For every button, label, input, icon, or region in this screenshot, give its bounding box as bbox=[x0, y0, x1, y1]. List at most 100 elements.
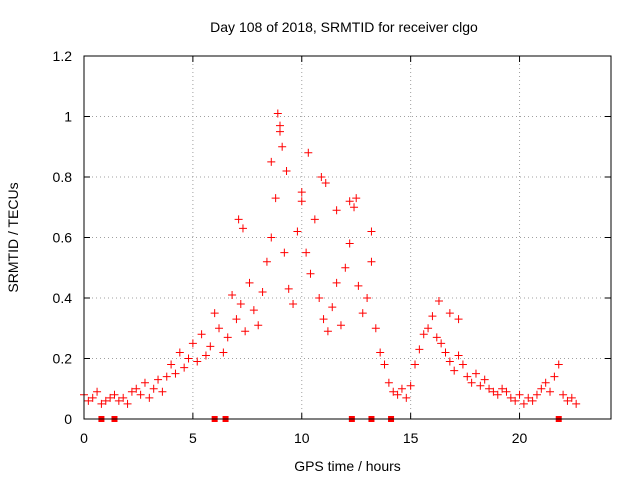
data-point bbox=[110, 390, 119, 399]
data-point bbox=[572, 399, 581, 408]
data-point bbox=[97, 399, 106, 408]
data-point bbox=[476, 381, 485, 390]
data-point bbox=[345, 239, 354, 248]
data-point bbox=[297, 188, 306, 197]
data-point bbox=[519, 399, 528, 408]
data-point bbox=[432, 333, 441, 342]
data-point bbox=[106, 393, 115, 402]
y-tick-label: 0.2 bbox=[53, 351, 73, 367]
data-point bbox=[321, 179, 330, 188]
x-tick-label: 5 bbox=[189, 430, 197, 446]
data-point bbox=[367, 227, 376, 236]
axis-ticks: 0 5 10 15 20 0 0.2 0.4 0.6 0.8 1 1.2 bbox=[53, 48, 611, 446]
data-point bbox=[567, 393, 576, 402]
data-point bbox=[310, 215, 319, 224]
data-point bbox=[319, 315, 328, 324]
data-point bbox=[511, 396, 520, 405]
data-point bbox=[415, 345, 424, 354]
x-axis-label: GPS time / hours bbox=[294, 458, 401, 474]
data-point bbox=[175, 348, 184, 357]
data-point bbox=[84, 396, 93, 405]
data-point bbox=[528, 396, 537, 405]
data-point bbox=[127, 387, 136, 396]
data-point bbox=[367, 257, 376, 266]
data-point bbox=[332, 278, 341, 287]
data-point bbox=[428, 312, 437, 321]
data-point bbox=[445, 309, 454, 318]
data-point bbox=[454, 351, 463, 360]
data-point bbox=[114, 396, 123, 405]
data-point bbox=[93, 387, 102, 396]
data-point bbox=[171, 369, 180, 378]
data-point bbox=[184, 354, 193, 363]
data-point bbox=[304, 148, 313, 157]
data-point bbox=[210, 309, 219, 318]
data-point bbox=[278, 142, 287, 151]
data-point bbox=[541, 378, 550, 387]
data-point bbox=[123, 399, 132, 408]
data-point bbox=[238, 224, 247, 233]
data-point bbox=[267, 233, 276, 242]
data-point bbox=[371, 324, 380, 333]
data-point bbox=[341, 263, 350, 272]
data-point bbox=[306, 269, 315, 278]
data-point bbox=[275, 121, 284, 130]
data-point bbox=[289, 300, 298, 309]
data-point bbox=[384, 378, 393, 387]
data-point bbox=[450, 366, 459, 375]
data-point bbox=[254, 321, 263, 330]
data-point bbox=[424, 324, 433, 333]
data-point bbox=[180, 363, 189, 372]
data-point bbox=[219, 348, 228, 357]
data-point bbox=[232, 315, 241, 324]
data-point bbox=[249, 306, 258, 315]
data-point bbox=[228, 290, 237, 299]
data-point bbox=[258, 287, 267, 296]
data-point bbox=[293, 227, 302, 236]
data-point bbox=[145, 393, 154, 402]
data-point bbox=[524, 393, 533, 402]
data-point bbox=[245, 278, 254, 287]
data-point bbox=[471, 369, 480, 378]
data-point bbox=[188, 339, 197, 348]
data-point bbox=[267, 157, 276, 166]
data-point bbox=[167, 360, 176, 369]
data-point bbox=[380, 360, 389, 369]
y-tick-label: 0.8 bbox=[53, 169, 73, 185]
data-point bbox=[406, 381, 415, 390]
data-point bbox=[132, 384, 141, 393]
y-axis-label: SRMTID / TECUs bbox=[5, 182, 21, 292]
data-point bbox=[354, 281, 363, 290]
data-point bbox=[282, 166, 291, 175]
x-tick-label: 15 bbox=[403, 430, 419, 446]
grid bbox=[84, 56, 611, 419]
data-point bbox=[236, 300, 245, 309]
data-point bbox=[302, 248, 311, 257]
data-point bbox=[358, 309, 367, 318]
data-point bbox=[489, 387, 498, 396]
data-point bbox=[563, 396, 572, 405]
data-point bbox=[88, 393, 97, 402]
data-points bbox=[80, 109, 581, 422]
data-point bbox=[437, 339, 446, 348]
data-point bbox=[350, 203, 359, 212]
data-point bbox=[493, 390, 502, 399]
chart-title: Day 108 of 2018, SRMTID for receiver clg… bbox=[210, 19, 478, 35]
data-point bbox=[550, 372, 559, 381]
data-point bbox=[445, 357, 454, 366]
data-point bbox=[119, 393, 128, 402]
data-point bbox=[506, 393, 515, 402]
x-tick-label: 10 bbox=[294, 430, 310, 446]
data-point bbox=[336, 321, 345, 330]
data-point bbox=[559, 390, 568, 399]
y-tick-label: 1.2 bbox=[53, 48, 73, 64]
data-point bbox=[101, 396, 110, 405]
data-point bbox=[467, 378, 476, 387]
data-point bbox=[158, 387, 167, 396]
data-point bbox=[280, 248, 289, 257]
data-point bbox=[434, 297, 443, 306]
data-point bbox=[554, 360, 563, 369]
data-point bbox=[215, 324, 224, 333]
